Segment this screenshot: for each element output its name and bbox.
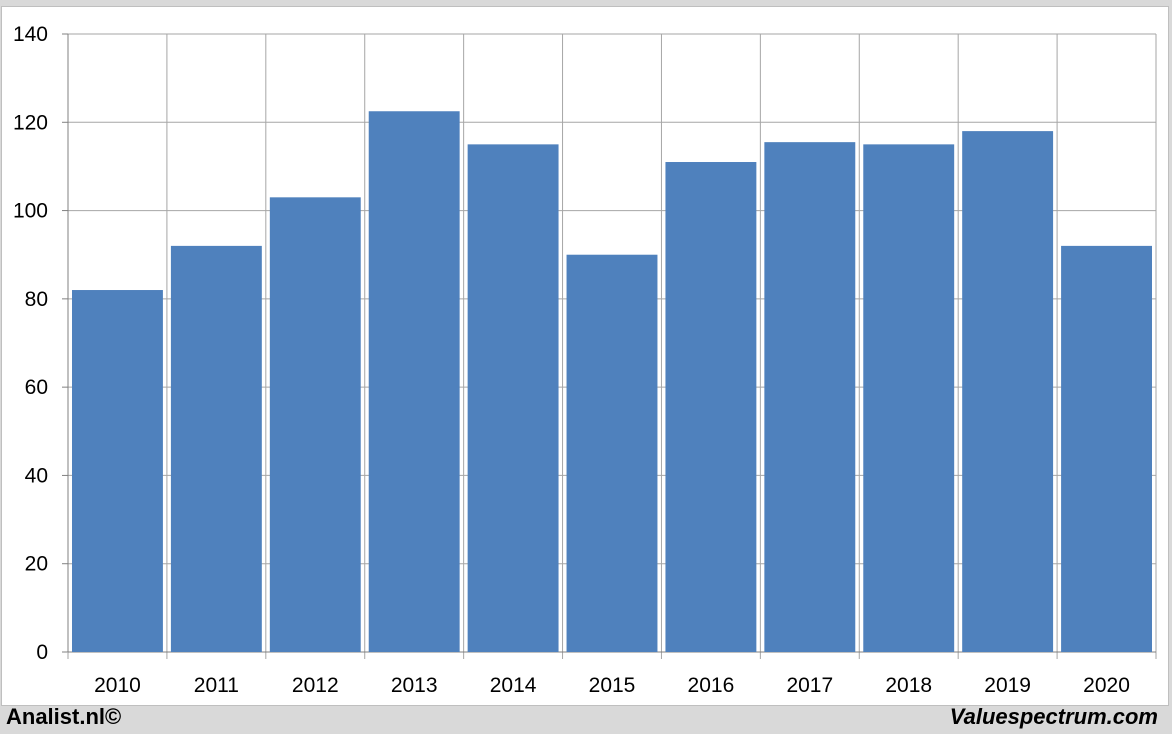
y-tick-label: 40 bbox=[25, 464, 48, 487]
x-tick-label: 2018 bbox=[885, 674, 932, 697]
y-tick-label: 100 bbox=[13, 200, 48, 223]
bar-2012 bbox=[269, 197, 361, 653]
x-tick-label: 2014 bbox=[490, 674, 537, 697]
x-tick-label: 2011 bbox=[194, 674, 239, 697]
x-tick-label: 2016 bbox=[688, 674, 735, 697]
bar-2018 bbox=[863, 144, 955, 652]
bar-2013 bbox=[368, 111, 460, 652]
x-tick-label: 2019 bbox=[984, 674, 1031, 697]
bar-2011 bbox=[170, 245, 262, 652]
y-tick-label: 120 bbox=[13, 111, 48, 134]
y-tick-label: 0 bbox=[36, 641, 48, 664]
y-tick-label: 20 bbox=[25, 553, 48, 576]
source-label: Valuespectrum.com bbox=[949, 704, 1158, 729]
x-tick-label: 2015 bbox=[589, 674, 636, 697]
copyright-label: Analist.nl© bbox=[6, 704, 122, 729]
y-tick-label: 140 bbox=[13, 23, 48, 46]
y-tick-label: 60 bbox=[25, 376, 48, 399]
x-tick-label: 2017 bbox=[786, 674, 833, 697]
bar-2015 bbox=[566, 254, 658, 652]
x-tick-label: 2010 bbox=[94, 674, 141, 697]
bar-2016 bbox=[665, 162, 757, 652]
bar-2017 bbox=[764, 142, 856, 652]
x-tick-label: 2013 bbox=[391, 674, 438, 697]
bar-2020 bbox=[1061, 245, 1152, 652]
bar-2014 bbox=[467, 144, 559, 652]
bar-2010 bbox=[72, 290, 163, 652]
x-tick-label: 2020 bbox=[1083, 674, 1130, 697]
x-tick-label: 2012 bbox=[292, 674, 339, 697]
y-tick-label: 80 bbox=[25, 288, 48, 311]
bar-2019 bbox=[962, 131, 1054, 653]
